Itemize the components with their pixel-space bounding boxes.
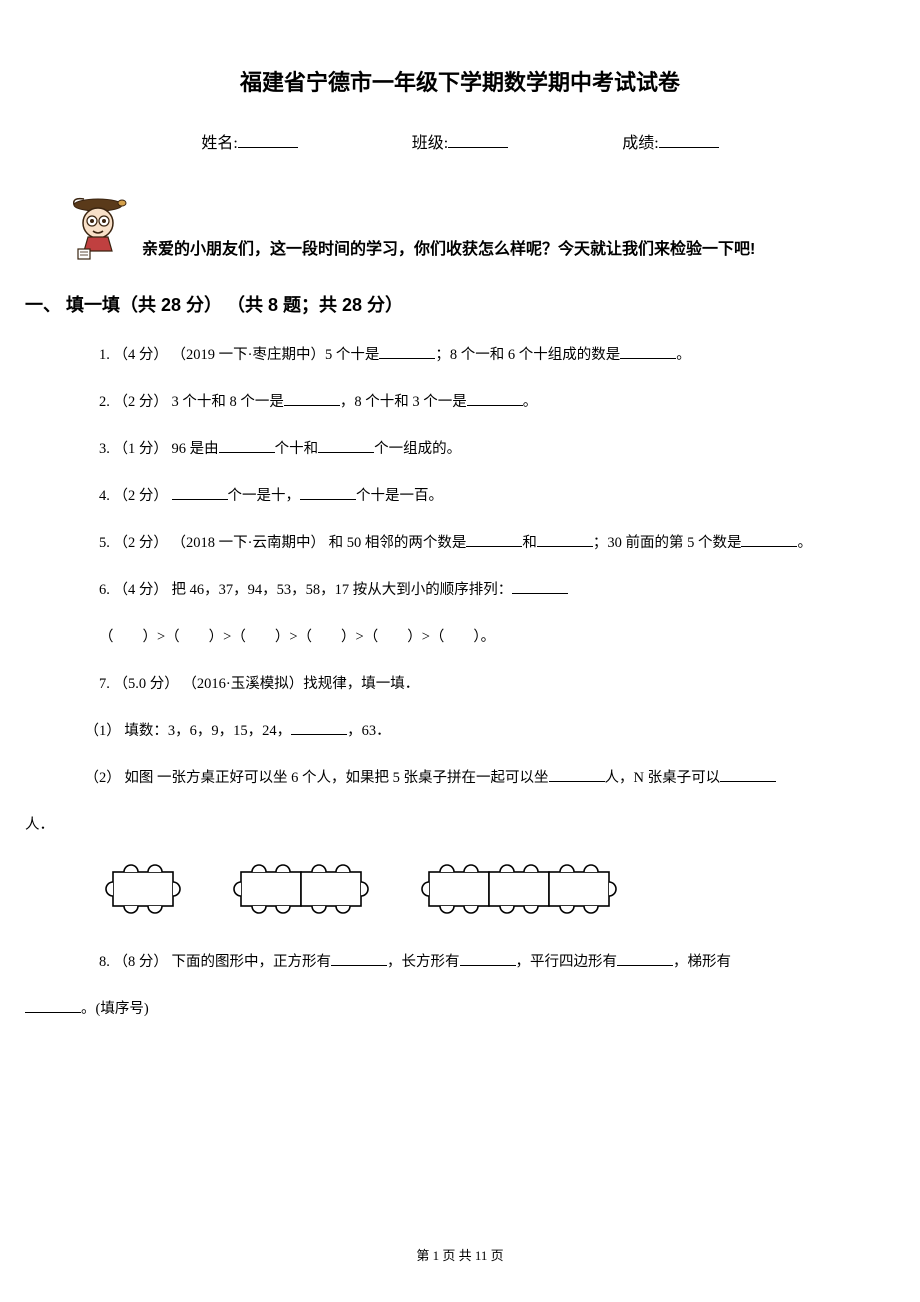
section-1-heading: 一、 填一填（共 28 分） （共 8 题；共 28 分） <box>25 291 850 317</box>
q1-blank-1[interactable] <box>379 345 435 360</box>
table-3-icon <box>414 858 624 920</box>
page-footer: 第 1 页 共 11 页 <box>0 1245 920 1264</box>
page-title: 福建省宁德市一年级下学期数学期中考试试卷 <box>70 65 850 97</box>
q7-sub1-blank[interactable] <box>291 721 347 736</box>
score-label: 成绩: <box>622 135 658 152</box>
question-5: 5. （2 分） （2018 一下·云南期中） 和 50 相邻的两个数是 和 ；30… <box>70 529 850 558</box>
q4-prefix: 4. （2 分） <box>99 488 172 504</box>
class-blank[interactable] <box>448 132 508 148</box>
question-1: 1. （4 分） （2019 一下·枣庄期中）5 个十是 ；8 个一和 6 个十组… <box>70 341 850 370</box>
q7-sub2-blank-2[interactable] <box>720 768 776 783</box>
q3-blank-2[interactable] <box>318 439 374 454</box>
q4-mid: 个一是十， <box>228 488 301 504</box>
question-4: 4. （2 分） 个一是十， 个十是一百。 <box>70 482 850 511</box>
score-field: 成绩: <box>622 129 718 153</box>
q8-mid3: ，梯形有 <box>673 954 731 970</box>
name-label: 姓名: <box>201 135 237 152</box>
question-7-sub1: （1） 填数：3，6，9，15，24， ，63． <box>70 717 850 746</box>
q8-mid2: ，平行四边形有 <box>516 954 618 970</box>
name-field: 姓名: <box>201 129 297 153</box>
q3-mid: 个十和 <box>275 441 319 457</box>
question-6-line1: 6. （4 分） 把 46，37，94，53，58，17 按从大到小的顺序排列： <box>70 576 850 605</box>
q7-sub2-blank-1[interactable] <box>549 768 605 783</box>
q4-blank-1[interactable] <box>172 486 228 501</box>
question-7-sub2-tail: 人． <box>25 811 850 840</box>
question-3: 3. （1 分） 96 是由 个十和 个一组成的。 <box>70 435 850 464</box>
q5-blank-3[interactable] <box>741 533 797 548</box>
q4-blank-2[interactable] <box>300 486 356 501</box>
q1-mid: ；8 个一和 6 个十组成的数是 <box>435 347 620 363</box>
q8-blank-1[interactable] <box>331 952 387 967</box>
q2-prefix: 2. （2 分） 3 个十和 8 个一是 <box>99 394 284 410</box>
class-field: 班级: <box>412 129 508 153</box>
q5-mid2: ；30 前面的第 5 个数是 <box>593 535 742 551</box>
q2-blank-1[interactable] <box>284 392 340 407</box>
question-8: 8. （8 分） 下面的图形中，正方形有 ，长方形有 ，平行四边形有 ，梯形有 <box>70 948 850 977</box>
question-7-head: 7. （5.0 分） （2016·玉溪模拟）找规律，填一填． <box>70 670 850 699</box>
exam-page: 福建省宁德市一年级下学期数学期中考试试卷 姓名: 班级: 成绩: 亲爱的 <box>0 0 920 1302</box>
q2-blank-2[interactable] <box>467 392 523 407</box>
q3-blank-1[interactable] <box>219 439 275 454</box>
q6-blank[interactable] <box>512 580 568 595</box>
q7-sub1-suffix: ，63． <box>347 723 391 739</box>
q5-blank-1[interactable] <box>466 533 522 548</box>
q8-blank-2[interactable] <box>460 952 516 967</box>
q2-suffix: 。 <box>523 394 538 410</box>
intro-row: 亲爱的小朋友们，这一段时间的学习，你们收获怎么样呢？今天就让我们来检验一下吧! <box>70 193 850 263</box>
q8-prefix: 8. （8 分） 下面的图形中，正方形有 <box>99 954 331 970</box>
q3-prefix: 3. （1 分） 96 是由 <box>99 441 219 457</box>
q1-blank-2[interactable] <box>620 345 676 360</box>
q1-suffix: 。 <box>676 347 691 363</box>
intro-text: 亲爱的小朋友们，这一段时间的学习，你们收获怎么样呢？今天就让我们来检验一下吧! <box>142 235 755 263</box>
q5-suffix: 。 <box>797 535 812 551</box>
q1-prefix: 1. （4 分） （2019 一下·枣庄期中）5 个十是 <box>99 347 379 363</box>
tables-diagram-row <box>98 858 850 920</box>
name-blank[interactable] <box>238 132 298 148</box>
q2-mid: ，8 个十和 3 个一是 <box>340 394 467 410</box>
q5-prefix: 5. （2 分） （2018 一下·云南期中） 和 50 相邻的两个数是 <box>99 535 466 551</box>
score-blank[interactable] <box>659 132 719 148</box>
q7-sub1-prefix: （1） 填数：3，6，9，15，24， <box>85 723 292 739</box>
question-8-tail: 。(填序号) <box>25 995 850 1024</box>
class-label: 班级: <box>412 135 448 152</box>
q8-suffix: 。(填序号) <box>81 1001 149 1017</box>
q4-suffix: 个十是一百。 <box>356 488 443 504</box>
question-2: 2. （2 分） 3 个十和 8 个一是 ，8 个十和 3 个一是 。 <box>70 388 850 417</box>
mascot-icon <box>70 193 130 263</box>
q3-suffix: 个一组成的。 <box>374 441 461 457</box>
question-6-line2: （ ）>（ ）>（ ）>（ ）>（ ）>（ ）。 <box>70 623 850 652</box>
q8-blank-3[interactable] <box>617 952 673 967</box>
q7-sub2-mid: 人，N 张桌子可以 <box>605 770 721 786</box>
q5-mid1: 和 <box>522 535 537 551</box>
q8-blank-4[interactable] <box>25 999 81 1014</box>
q5-blank-2[interactable] <box>537 533 593 548</box>
table-2-icon <box>226 858 376 920</box>
q6-prefix: 6. （4 分） 把 46，37，94，53，58，17 按从大到小的顺序排列： <box>99 582 512 598</box>
student-info-row: 姓名: 班级: 成绩: <box>70 129 850 153</box>
q7-sub2-prefix: （2） 如图 一张方桌正好可以坐 6 个人，如果把 5 张桌子拼在一起可以坐 <box>85 770 549 786</box>
question-7-sub2: （2） 如图 一张方桌正好可以坐 6 个人，如果把 5 张桌子拼在一起可以坐 人，… <box>70 764 850 793</box>
table-1-icon <box>98 858 188 920</box>
q8-mid1: ，长方形有 <box>387 954 460 970</box>
